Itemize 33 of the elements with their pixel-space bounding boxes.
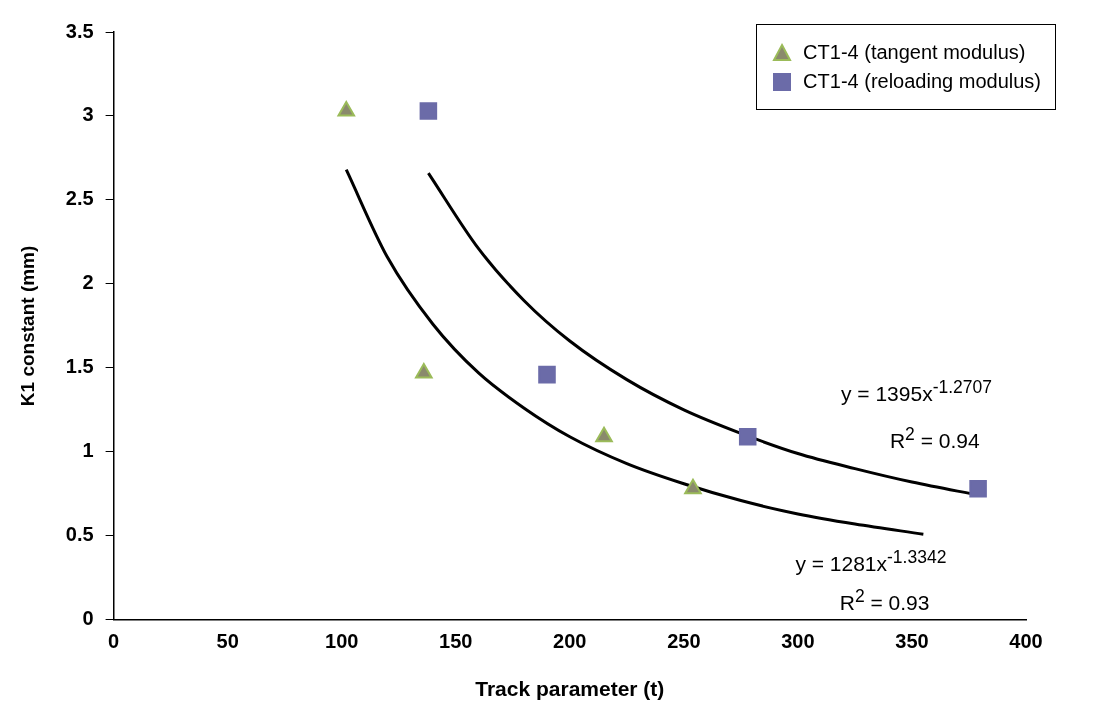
annotation: R$^{2}$ = 0.94	[889, 423, 980, 453]
y-tick-label: 3	[82, 103, 94, 126]
x-tick-label: 300	[781, 630, 815, 653]
y-tick-label: 0	[82, 607, 94, 630]
x-tick-label: 0	[108, 630, 120, 653]
point	[337, 100, 356, 117]
y-tick-label: 2	[82, 271, 94, 294]
annotation: R$^{2}$ = 0.93	[839, 585, 930, 615]
x-tick-label: 250	[667, 630, 701, 653]
point	[738, 427, 757, 446]
annotation: y = 1395x$^{-1.2707}$	[840, 376, 993, 406]
y-tick-label: 2.5	[65, 187, 94, 210]
y-tick-label: 3.5	[65, 19, 94, 42]
x-tick-label: 150	[439, 630, 473, 653]
point	[969, 480, 987, 498]
x-tick-label: 200	[553, 630, 587, 653]
legend-label: CT1-4 (tangent modulus)	[803, 41, 1026, 64]
x-tick-label: 400	[1009, 630, 1043, 653]
point	[415, 362, 433, 379]
x-tick-label: 100	[325, 630, 359, 653]
x-tick-label: 50	[216, 630, 239, 653]
point	[419, 102, 438, 120]
annotation: y = 1281x$^{-1.3342}$	[795, 546, 947, 576]
point	[595, 426, 613, 443]
y-tick-label: 1	[82, 439, 94, 462]
point	[538, 365, 556, 384]
y-tick-label: 0.5	[65, 523, 94, 546]
x-axis-title: Track parameter (t)	[475, 677, 665, 701]
y-axis-title: K1 constant (mm)	[16, 245, 38, 407]
legend-label: CT1-4 (reloading modulus)	[803, 70, 1041, 93]
x-tick-label: 350	[895, 630, 929, 653]
y-tick-label: 1.5	[65, 355, 94, 378]
point	[684, 478, 702, 495]
